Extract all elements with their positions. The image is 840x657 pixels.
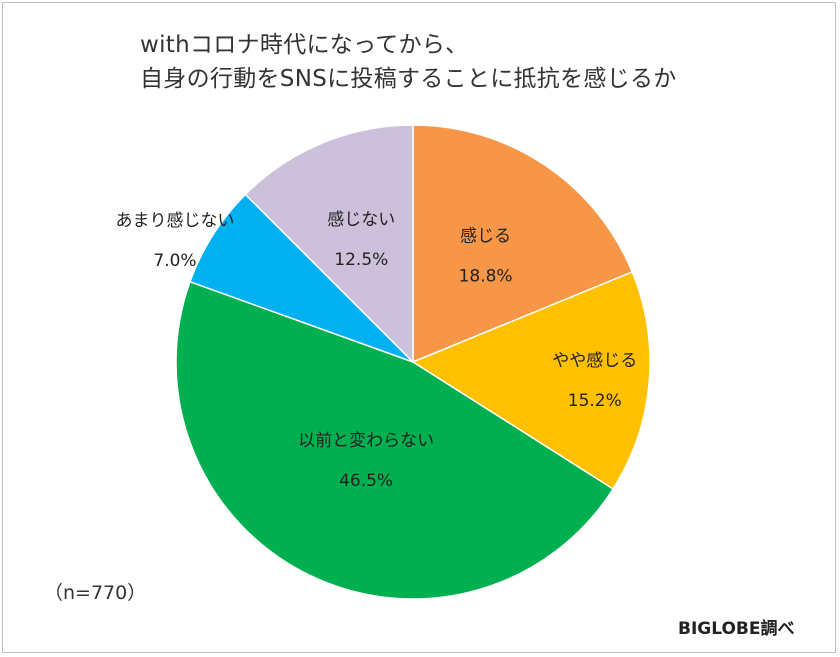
slice-label-2: やや感じる: [552, 351, 637, 371]
pie-slice-2: [411, 271, 651, 491]
slice-value-2: 15.2%: [568, 391, 622, 411]
chart-title-line-1: withコロナ時代になってから、: [140, 32, 469, 58]
pie-slice-3: [175, 280, 615, 600]
slice-label-5: 感じない: [327, 210, 395, 230]
slice-label-3: 以前と変わらない: [298, 431, 434, 451]
pie-slice-4: [189, 193, 414, 363]
chart-title: withコロナ時代になってから、 自身の行動をSNSに投稿することに抵抗を感じる…: [140, 28, 677, 96]
slice-value-5: 12.5%: [334, 250, 388, 270]
sample-size-note: （n=770）: [44, 582, 147, 604]
slice-value-3: 46.5%: [339, 471, 393, 491]
pie-slice-5: [244, 124, 414, 364]
chart-title-line-2: 自身の行動をSNSに投稿することに抵抗を感じるか: [140, 66, 677, 92]
source-credit: BIGLOBE調べ: [678, 619, 795, 639]
slice-value-1: 18.8%: [459, 267, 513, 287]
slice-label-4: あまり感じない: [116, 211, 235, 231]
slice-value-4: 7.0%: [153, 251, 196, 271]
pie-slice-1: [412, 124, 634, 364]
slice-label-1: 感じる: [460, 227, 511, 247]
